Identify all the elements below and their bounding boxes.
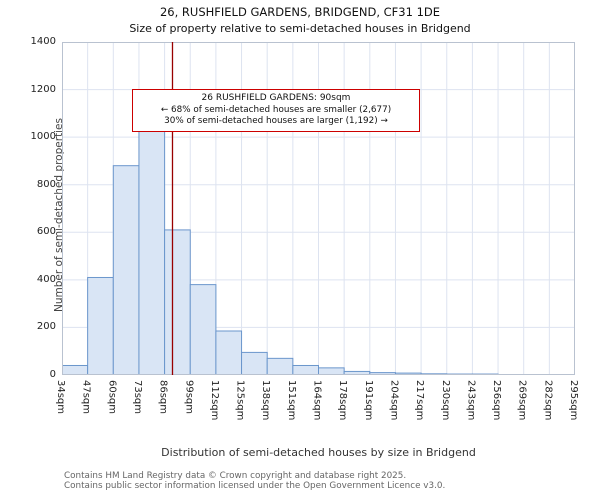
x-axis-label: Distribution of semi-detached houses by … xyxy=(161,446,476,459)
footer-copyright-line1: Contains HM Land Registry data © Crown c… xyxy=(64,471,407,481)
y-tick-label: 0 xyxy=(49,369,56,380)
histogram-bar xyxy=(292,364,320,375)
footer-copyright-line2: Contains public sector information licen… xyxy=(64,481,446,491)
y-tick-label: 400 xyxy=(36,273,56,285)
x-tick-label: 125sqm xyxy=(234,380,246,421)
y-tick-label: 1000 xyxy=(30,131,56,143)
x-tick-label: 138sqm xyxy=(260,380,272,421)
x-tick-label: 151sqm xyxy=(285,380,297,421)
annotation-property-size: 26 RUSHFIELD GARDENS: 90sqm xyxy=(201,93,351,103)
x-tick-label: 217sqm xyxy=(414,380,426,421)
y-tick-label: 600 xyxy=(36,226,56,238)
histogram-bar xyxy=(318,367,345,375)
histogram-bar xyxy=(241,351,268,375)
chart-title: 26, RUSHFIELD GARDENS, BRIDGEND, CF31 1D… xyxy=(159,5,441,19)
x-tick-label: 164sqm xyxy=(311,380,323,421)
x-tick-label: 295sqm xyxy=(568,380,579,421)
x-tick-label: 47sqm xyxy=(80,380,92,415)
histogram-bar xyxy=(112,165,140,375)
histogram-bar xyxy=(266,357,294,375)
x-tick-label: 243sqm xyxy=(465,380,477,421)
x-tick-label: 230sqm xyxy=(439,380,451,421)
y-tick-label: 800 xyxy=(36,178,56,190)
plot-area: 26 RUSHFIELD GARDENS: 90sqm ← 68% of sem… xyxy=(62,42,575,375)
x-tick-label: 86sqm xyxy=(157,380,169,415)
histogram-bar xyxy=(164,229,191,375)
histogram-bar xyxy=(138,98,166,375)
x-tick-label: 191sqm xyxy=(362,380,374,421)
histogram-bar xyxy=(189,284,217,375)
x-tick-label: 73sqm xyxy=(131,380,143,415)
y-tick-label: 1200 xyxy=(30,83,56,95)
x-tick-label: 34sqm xyxy=(55,380,66,415)
x-tick-label: 256sqm xyxy=(491,380,503,421)
annotation-larger-pct: 30% of semi-detached houses are larger (… xyxy=(164,116,388,127)
x-tick-label: 282sqm xyxy=(542,380,554,421)
histogram-bar xyxy=(215,330,243,375)
property-annotation-box: 26 RUSHFIELD GARDENS: 90sqm ← 68% of sem… xyxy=(132,89,420,132)
y-tick-label: 1400 xyxy=(30,36,56,47)
histogram-bar xyxy=(87,276,114,375)
x-tick-label: 99sqm xyxy=(183,380,195,415)
x-tick-label: 60sqm xyxy=(106,380,118,415)
chart-subtitle: Size of property relative to semi-detach… xyxy=(129,22,471,35)
x-tick-label: 178sqm xyxy=(337,380,349,421)
y-tick-label: 200 xyxy=(36,321,56,333)
x-tick-label: 112sqm xyxy=(208,380,220,421)
histogram-bar xyxy=(62,364,89,375)
annotation-smaller-pct: ← 68% of semi-detached houses are smalle… xyxy=(160,104,392,115)
x-tick-label: 269sqm xyxy=(516,380,528,421)
x-tick-label: 204sqm xyxy=(388,380,400,421)
